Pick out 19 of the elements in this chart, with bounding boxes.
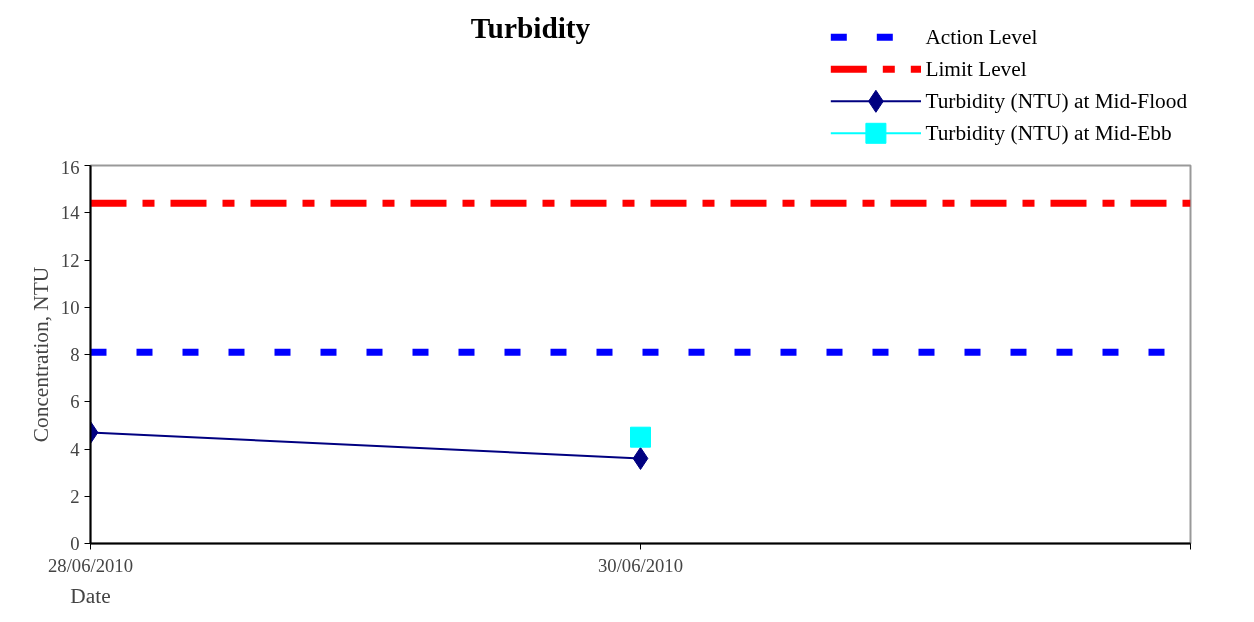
legend-label: Turbidity (NTU) at Mid-Flood	[925, 89, 1188, 114]
legend-label: Action Level	[925, 25, 1038, 50]
y-tick-label: 8	[70, 344, 80, 365]
y-tick-label: 2	[70, 485, 80, 507]
x-tick-label: 30/06/2010	[598, 554, 683, 576]
y-tick-label: 12	[60, 249, 80, 271]
y-tick-label: 6	[70, 391, 80, 413]
legend-label: Turbidity (NTU) at Mid-Ebb	[925, 121, 1172, 146]
legend-label: Limit Level	[925, 57, 1027, 82]
x-tick-label: 28/06/2010	[48, 554, 133, 576]
y-tick-label: 0	[70, 533, 80, 554]
chart-title: Turbidity	[470, 11, 591, 44]
y-tick-label: 16	[60, 156, 80, 178]
y-tick-label: 10	[60, 296, 80, 318]
point	[630, 426, 651, 448]
y-tick-label: 4	[70, 438, 81, 460]
x-axis-title: Date	[70, 583, 111, 608]
y-tick-label: 14	[60, 202, 81, 224]
y-axis-title: Concentration, NTU	[28, 266, 53, 443]
